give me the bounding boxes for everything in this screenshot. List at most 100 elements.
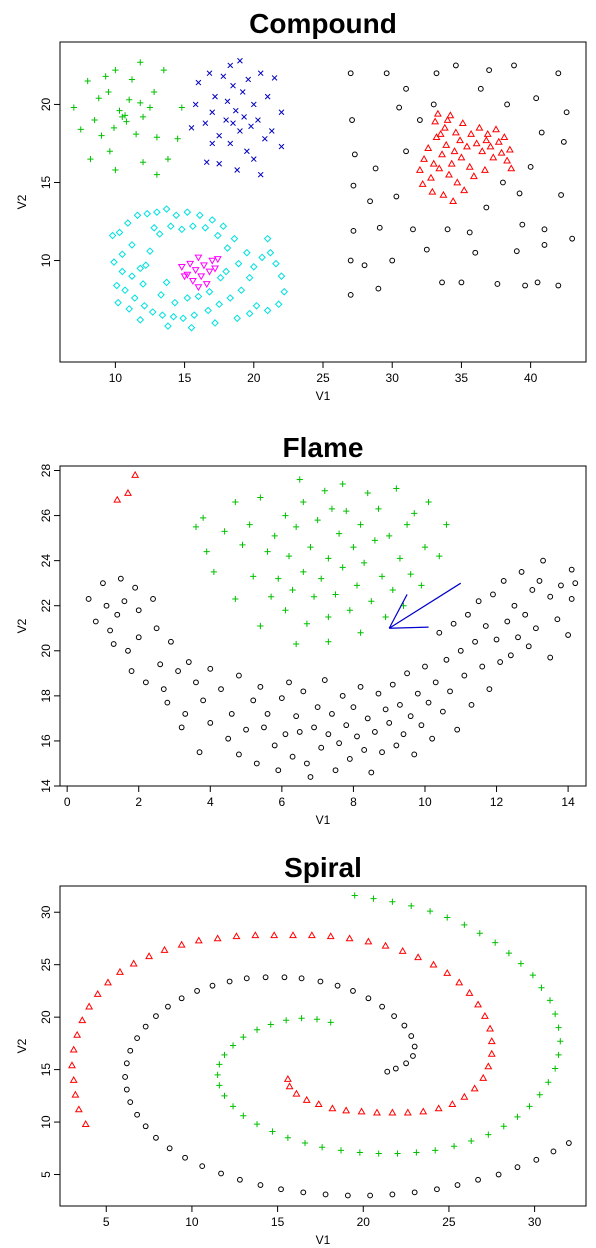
data-point (403, 1060, 409, 1067)
data-point (127, 1047, 134, 1054)
data-point (307, 544, 314, 551)
data-point (443, 115, 452, 123)
data-point (98, 132, 105, 139)
data-point (151, 88, 158, 96)
data-point (153, 1134, 159, 1141)
data-point (199, 262, 208, 270)
data-point (92, 618, 99, 625)
data-point (250, 573, 257, 580)
data-point (281, 974, 288, 981)
data-point (257, 494, 264, 501)
data-point (522, 611, 529, 618)
data-point (129, 959, 138, 967)
data-point (558, 582, 564, 589)
data-point (114, 298, 122, 307)
data-point (230, 120, 236, 127)
data-point (485, 1131, 492, 1138)
data-point (209, 140, 216, 147)
data-point (74, 1105, 83, 1113)
data-point (237, 286, 246, 295)
data-point (227, 62, 234, 69)
data-point (326, 932, 335, 940)
data-point (364, 489, 371, 497)
data-point (121, 112, 129, 119)
data-point (132, 584, 139, 591)
data-point (456, 136, 464, 144)
data-point (153, 208, 161, 216)
data-point (191, 267, 200, 275)
data-point (555, 70, 562, 77)
data-point (388, 1108, 397, 1116)
data-point (251, 931, 260, 939)
data-point (278, 695, 285, 702)
data-point (421, 544, 429, 551)
data-point (490, 591, 496, 598)
data-point (275, 575, 282, 582)
data-point (178, 724, 185, 731)
data-point (368, 769, 375, 776)
data-point (307, 931, 316, 939)
data-point (372, 165, 379, 172)
data-point (462, 142, 471, 150)
data-point (232, 498, 239, 506)
data-point (350, 182, 357, 189)
data-point (284, 1134, 291, 1141)
series-0 (68, 931, 496, 1127)
chart-title: Flame (283, 432, 364, 463)
data-point (425, 699, 432, 706)
data-point (108, 231, 117, 240)
x-tick-label: 25 (442, 1215, 456, 1229)
data-point (443, 521, 450, 528)
data-point (321, 677, 328, 683)
data-point (285, 1082, 294, 1090)
data-point (245, 76, 252, 83)
data-point (269, 1128, 276, 1135)
data-point (150, 223, 158, 232)
data-point (215, 300, 223, 309)
data-point (568, 566, 575, 573)
data-point (112, 66, 119, 74)
data-point (195, 211, 204, 220)
data-point (357, 521, 364, 528)
data-point (472, 638, 478, 645)
series-5 (347, 62, 576, 298)
y-tick-label: 25 (39, 958, 53, 972)
x-tick-label: 30 (386, 371, 400, 385)
data-point (328, 505, 336, 512)
data-point (555, 282, 562, 289)
data-point (202, 120, 209, 127)
data-point (285, 553, 293, 560)
data-point (85, 596, 92, 602)
data-point (457, 647, 464, 654)
data-point (349, 117, 355, 123)
data-point (572, 580, 579, 587)
data-point (346, 756, 353, 762)
data-point (416, 117, 423, 123)
data-point (458, 279, 465, 286)
data-point (134, 1111, 141, 1118)
data-point (194, 254, 203, 262)
data-point (70, 104, 77, 111)
data-point (271, 75, 278, 81)
data-point (143, 209, 152, 218)
data-point (257, 70, 264, 77)
y-axis-label: V2 (15, 1038, 29, 1053)
data-point (219, 222, 228, 231)
data-point (407, 713, 414, 720)
data-point (487, 1049, 496, 1057)
data-point (270, 931, 279, 939)
data-point (267, 1021, 274, 1028)
data-point (142, 261, 150, 270)
data-point (282, 512, 289, 519)
data-point (240, 1033, 247, 1041)
data-point (318, 575, 325, 582)
data-point (212, 93, 218, 100)
data-point (357, 1107, 366, 1115)
data-point (229, 1042, 237, 1049)
data-point (389, 681, 396, 688)
data-point (85, 1002, 94, 1010)
data-point (192, 101, 199, 108)
x-tick-label: 5 (103, 1215, 110, 1229)
data-point (468, 1137, 475, 1145)
data-point (179, 314, 188, 323)
